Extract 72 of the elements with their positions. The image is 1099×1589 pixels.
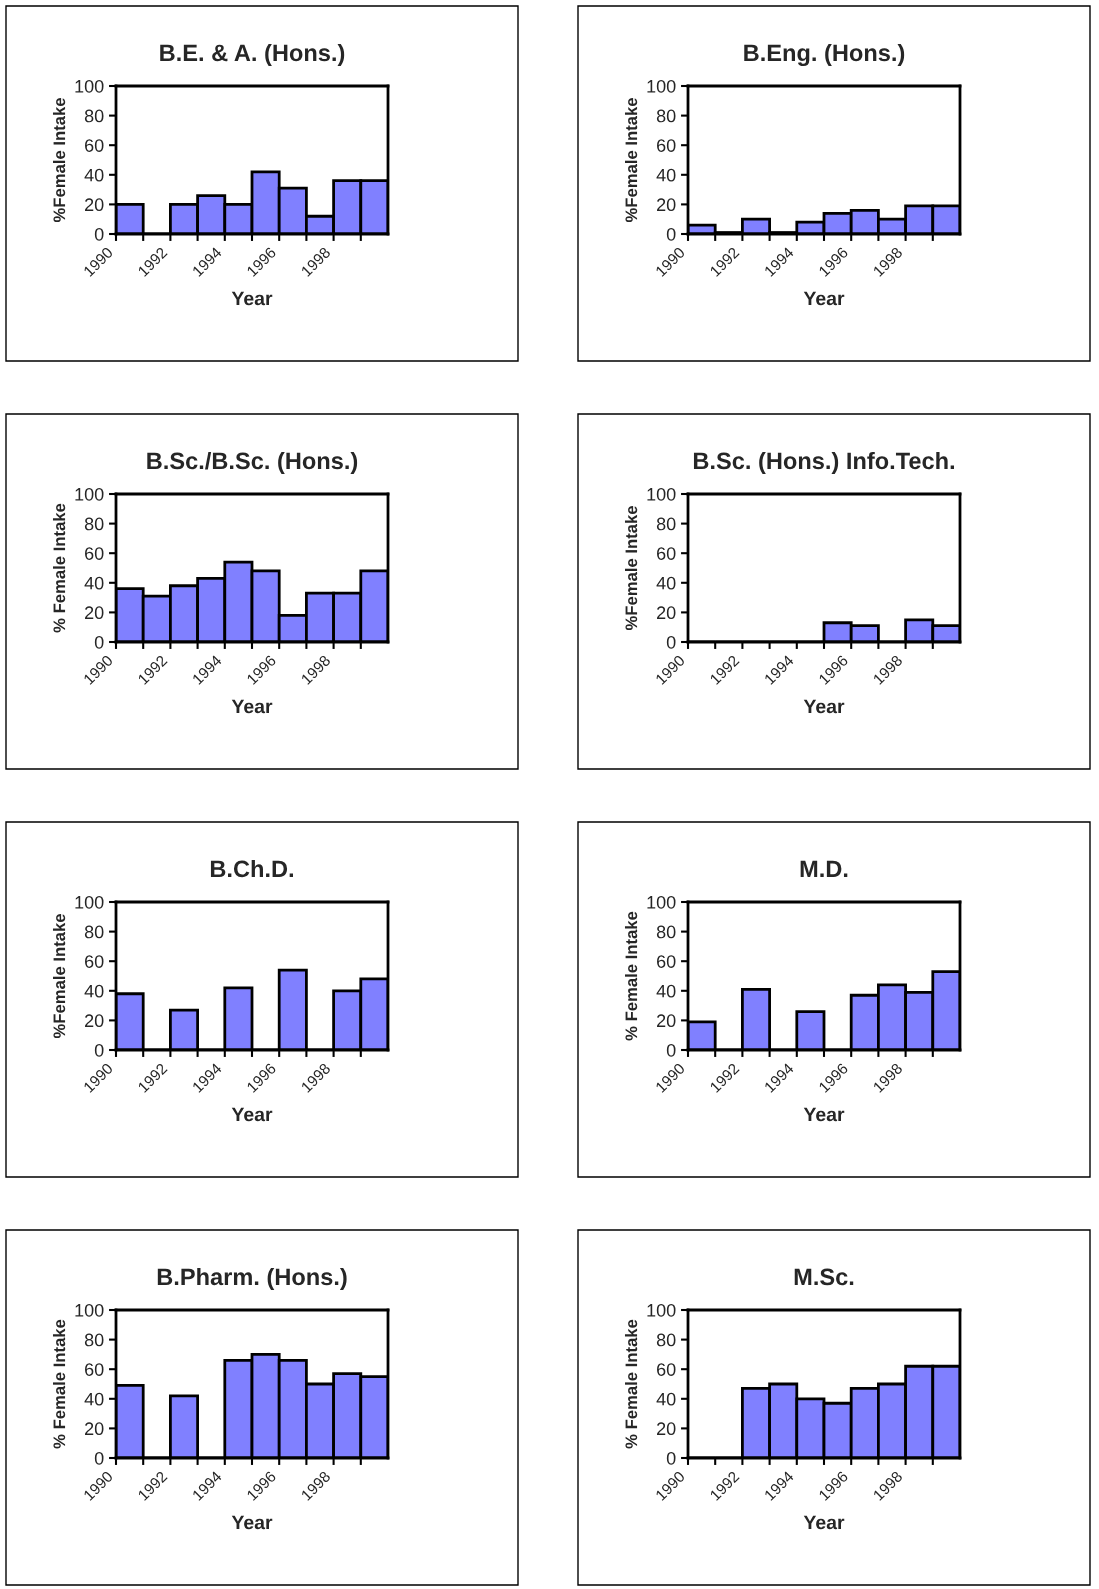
y-tick-label: 60	[657, 955, 676, 968]
y-tick-label: 20	[657, 606, 676, 620]
y-tick-label: 0	[666, 635, 676, 649]
y-tick-label: 80	[84, 109, 104, 123]
chart-title: B.Sc./B.Sc. (Hons.)	[147, 451, 358, 474]
y-tick-label: 0	[94, 635, 104, 649]
y-axis-title: %Female Intake	[52, 914, 66, 1039]
y-tick-label: 60	[657, 139, 676, 152]
x-axis-title: Year	[231, 1107, 273, 1122]
y-tick-label: 20	[657, 1014, 676, 1028]
y-tick-label: 20	[85, 1422, 104, 1436]
y-tick-label: 100	[647, 487, 676, 501]
x-axis-title: Year	[231, 1515, 273, 1530]
y-axis-title: %Female Intake	[624, 98, 638, 223]
y-tick-label: 0	[666, 227, 676, 241]
y-tick-label: 40	[84, 1392, 104, 1406]
y-tick-label: 40	[84, 168, 104, 182]
x-axis-title: Year	[231, 699, 273, 714]
chart-title: B.Sc. (Hons.) Info.Tech.	[693, 451, 954, 474]
y-tick-label: 40	[656, 168, 676, 182]
y-tick-label: 80	[656, 517, 676, 531]
chart-title: M.Sc.	[794, 1268, 854, 1286]
y-axis-title: % Female Intake	[624, 911, 638, 1041]
y-tick-label: 80	[656, 925, 676, 939]
y-tick-label: 40	[656, 576, 676, 590]
y-tick-label: 100	[647, 895, 676, 909]
x-axis-title: Year	[231, 291, 273, 306]
y-tick-label: 80	[84, 517, 104, 531]
y-tick-label: 80	[656, 109, 676, 123]
y-tick-label: 100	[75, 487, 104, 501]
chart-title: B.Ch.D.	[210, 859, 293, 878]
y-tick-label: 20	[657, 1422, 676, 1436]
chart-title: M.D.	[800, 860, 848, 877]
y-tick-label: 80	[84, 1333, 104, 1347]
chart-title: B.E. & A. (Hons.)	[160, 43, 345, 66]
y-tick-label: 0	[94, 227, 104, 241]
y-tick-label: 0	[666, 1043, 676, 1057]
y-tick-label: 60	[657, 547, 676, 560]
y-axis-title: %Female Intake	[624, 506, 638, 631]
y-tick-label: 20	[85, 1014, 104, 1028]
y-tick-label: 100	[647, 79, 676, 93]
y-tick-label: 100	[75, 79, 104, 93]
y-tick-label: 20	[657, 198, 676, 212]
y-tick-label: 0	[94, 1451, 104, 1465]
y-tick-label: 60	[657, 1363, 676, 1376]
y-tick-label: 40	[84, 576, 104, 590]
y-tick-label: 100	[75, 895, 104, 909]
y-tick-label: 100	[75, 1303, 104, 1317]
chart-title: B.Eng. (Hons.)	[744, 43, 905, 66]
x-axis-title: Year	[803, 291, 845, 306]
y-tick-label: 60	[85, 955, 104, 968]
y-axis-title: % Female Intake	[52, 1319, 66, 1449]
y-tick-label: 20	[85, 606, 104, 620]
y-axis-title: %Female Intake	[52, 98, 66, 223]
y-tick-label: 20	[85, 198, 104, 212]
y-tick-label: 60	[85, 1363, 104, 1376]
y-tick-label: 0	[94, 1043, 104, 1057]
y-tick-label: 0	[666, 1451, 676, 1465]
y-tick-label: 80	[84, 925, 104, 939]
y-tick-label: 60	[85, 139, 104, 152]
x-axis-title: Year	[803, 1515, 845, 1530]
y-tick-label: 40	[656, 1392, 676, 1406]
x-axis-title: Year	[803, 1107, 845, 1122]
y-tick-label: 60	[85, 547, 104, 560]
y-tick-label: 80	[656, 1333, 676, 1347]
y-tick-label: 40	[656, 984, 676, 998]
chart-title: B.Pharm. (Hons.)	[157, 1267, 347, 1290]
y-tick-label: 100	[647, 1303, 676, 1317]
x-axis-title: Year	[803, 699, 845, 714]
y-tick-label: 40	[84, 984, 104, 998]
y-axis-title: % Female Intake	[52, 503, 66, 633]
y-axis-title: % Female Intake	[624, 1319, 638, 1449]
